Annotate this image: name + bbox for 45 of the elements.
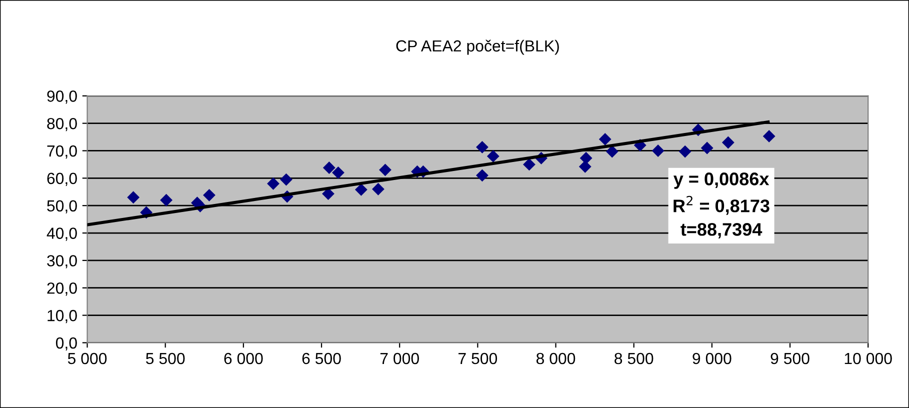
point [486,150,500,162]
y-tick-label: 10,0 [48,310,77,324]
x-tick-label: 8 500 [614,352,654,364]
point [322,162,336,174]
x-tick-label: 5 500 [146,352,185,364]
x-tick-label: 6 500 [302,352,341,364]
point [280,173,292,186]
point [354,183,368,196]
point [476,169,488,182]
y-tick-label: 0,0 [56,337,77,351]
x-tick-label: 10 000 [844,352,892,364]
point [127,191,140,204]
y-tick-label: 40,0 [46,228,77,241]
point [523,158,536,171]
point [332,166,344,179]
point [476,140,488,154]
point [203,188,216,202]
x-tick-label: 8 000 [536,352,576,364]
y-tick-label: 70,0 [47,145,77,159]
x-tick-label: 7 000 [380,352,419,364]
point [379,164,392,176]
point [652,144,664,157]
point [598,133,612,146]
chart-title: CP AEA2 počet=f(BLK) [396,40,559,55]
x-tick-label: 9 000 [692,352,732,364]
point [372,182,384,196]
x-tick-label: 7 500 [458,352,498,364]
point [580,152,592,164]
point [722,136,734,149]
point [678,145,692,158]
y-tick-label: 60,0 [47,172,77,186]
y-tick-label: 50,0 [47,200,77,214]
y-tick-label: 80,0 [47,118,77,132]
x-tick-label: 5 000 [68,352,107,364]
y-tick-label: 30,0 [47,255,77,268]
x-tick-label: 6 000 [224,352,263,364]
x-tick-label: 9 500 [770,352,810,364]
point [762,130,776,142]
y-tick-label: 90,0 [47,90,77,104]
annotation: y = 0,0086x R$^{2}$ = 0,8173 t=88,7394 [674,172,770,238]
point [267,177,280,190]
point [606,145,618,158]
y-tick-label: 20,0 [47,282,77,296]
point [160,194,172,206]
point [700,142,714,154]
